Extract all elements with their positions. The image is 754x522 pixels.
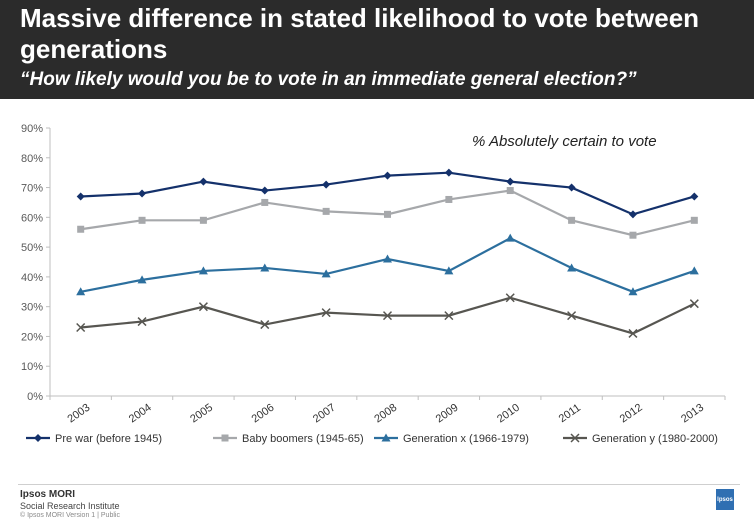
x-tick-label: 2007: [311, 402, 338, 426]
data-point: [261, 198, 269, 206]
data-point: [138, 216, 146, 224]
series-group: [77, 187, 698, 239]
line-chart: 0% 10% 20% 30% 40% 50% 60% 70% 80% 90% 2003 2004 20…: [21, 123, 726, 445]
legend-label: Pre war (before 1945): [55, 433, 162, 445]
data-point: [689, 299, 699, 309]
y-tick-label: 80%: [21, 153, 43, 165]
data-point: [322, 207, 330, 215]
legend-swatch-marker: [381, 433, 391, 442]
y-tick-label: 50%: [21, 242, 43, 254]
data-point: [198, 266, 208, 275]
data-point: [506, 177, 515, 186]
data-point: [260, 263, 270, 272]
series-group: [76, 293, 699, 338]
data-point: [628, 287, 638, 296]
data-point: [198, 302, 208, 312]
data-point: [260, 186, 269, 195]
data-point: [383, 171, 392, 180]
data-point: [629, 231, 637, 239]
data-point: [506, 187, 514, 195]
data-point: [567, 263, 577, 272]
series-line: [80, 236, 695, 293]
footer-copyright: © Ipsos MORI Version 1 | Public: [20, 512, 120, 519]
data-point: [138, 189, 147, 198]
data-point: [321, 269, 331, 278]
footer-brand: Ipsos MORI: [20, 489, 76, 500]
data-point: [567, 183, 576, 192]
series-group: [76, 233, 699, 296]
x-tick-label: 2005: [188, 402, 215, 426]
y-tick-label: 0%: [27, 391, 43, 403]
legend-swatch-marker: [34, 434, 42, 442]
legend-label: Generation x (1966-1979): [403, 433, 529, 445]
data-point: [384, 210, 391, 218]
x-tick-label: 2008: [372, 402, 399, 426]
x-tick-label: 2013: [679, 402, 706, 426]
data-point: [76, 322, 86, 333]
legend-swatch-marker: [221, 434, 229, 442]
data-point: [199, 177, 208, 186]
legend-label: Generation y (1980-2000): [592, 433, 718, 445]
data-point: [137, 275, 147, 284]
data-point: [260, 320, 270, 330]
y-tick-label: 60%: [21, 212, 43, 224]
data-point: [322, 180, 331, 189]
data-point: [444, 311, 454, 321]
y-tick-label: 70%: [21, 183, 43, 195]
data-point: [383, 254, 392, 263]
y-tick-label: 20%: [21, 331, 43, 343]
chart-legend: Pre war (before 1945) Baby boomers (1945-…: [26, 433, 718, 445]
data-point: [76, 192, 85, 201]
y-tick-label: 90%: [21, 123, 43, 135]
data-point: [568, 216, 576, 224]
header-banner: Massive difference in stated likelihood …: [0, 0, 754, 99]
x-tick-label: 2010: [495, 402, 522, 426]
chart-annotation: % Absolutely certain to vote: [472, 133, 657, 150]
data-point: [76, 287, 86, 296]
data-point: [199, 216, 207, 224]
x-tick-label: 2011: [557, 402, 583, 425]
y-tick-label: 30%: [21, 302, 43, 314]
series-group: [76, 168, 699, 219]
data-point: [567, 311, 577, 321]
legend-label: Baby boomers (1945-65): [242, 433, 364, 445]
x-tick-label: 2009: [434, 402, 461, 426]
data-point: [321, 308, 331, 318]
data-point: [628, 210, 637, 219]
data-point: [444, 168, 453, 177]
ipsos-logo: Ipsos: [716, 489, 734, 510]
footer-unit: Social Research Institute: [20, 501, 120, 511]
data-point: [445, 195, 453, 203]
data-point: [690, 216, 698, 224]
x-tick-label: 2006: [250, 402, 277, 426]
data-point: [505, 233, 515, 242]
data-point: [137, 317, 147, 327]
legend-swatch-marker: [570, 433, 580, 443]
x-tick-label: 2012: [618, 402, 645, 426]
page-subtitle: “How likely would you be to vote in an i…: [20, 69, 637, 90]
data-point: [77, 225, 85, 233]
data-point: [505, 293, 515, 303]
data-point: [690, 192, 699, 201]
y-tick-label: 10%: [21, 361, 43, 373]
x-tick-label: 2003: [65, 402, 92, 426]
data-point: [444, 266, 454, 275]
footer-divider: [18, 484, 740, 485]
data-point: [689, 266, 699, 275]
x-tick-label: 2004: [127, 402, 154, 426]
page-title: Massive difference in stated likelihood …: [20, 3, 700, 64]
data-point: [628, 328, 638, 338]
y-tick-label: 40%: [21, 272, 43, 284]
data-point: [382, 311, 393, 321]
